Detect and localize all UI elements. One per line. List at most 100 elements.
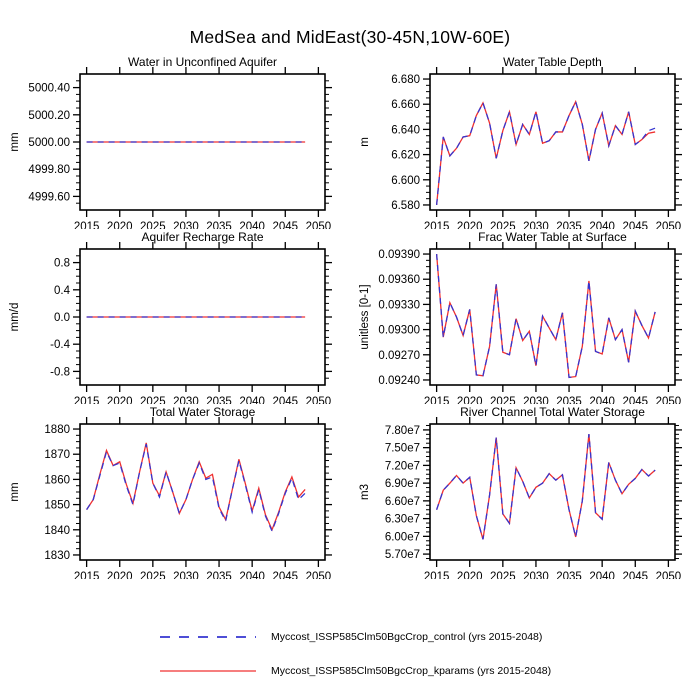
y-tick-label: 0.0	[54, 312, 70, 324]
y-tick-label: 1880	[44, 424, 70, 436]
x-tick-label: 2015	[74, 221, 100, 229]
legend-solid-line-sample	[160, 670, 256, 672]
x-tick-label: 2025	[140, 221, 166, 229]
series-line-kparams	[435, 99, 656, 206]
y-tick-label: -0.8	[50, 366, 70, 378]
plot-frame	[429, 73, 676, 211]
x-tick-label: 2035	[206, 396, 232, 404]
legend-label-kparams: Myccost_ISSP585Clm50BgcCrop_kparams (yrs…	[271, 665, 552, 677]
y-tick-label: 0.8	[54, 258, 70, 270]
x-tick-label: 2035	[206, 571, 232, 579]
y-tick-label: 6.30e7	[385, 514, 420, 526]
x-tick-label: 2035	[556, 396, 582, 404]
y-tick-label: 1870	[44, 449, 70, 461]
x-tick-label: 2020	[457, 396, 483, 404]
x-tick-label: 2015	[74, 396, 100, 404]
y-tick-label: 1840	[44, 525, 70, 537]
y-tick-label: 6.640	[391, 124, 420, 136]
x-tick-label: 2035	[556, 221, 582, 229]
x-tick-label: 2030	[173, 221, 199, 229]
x-tick-label: 2045	[272, 571, 298, 579]
x-tick-label: 2040	[589, 221, 615, 229]
y-tick-label: 6.00e7	[385, 531, 420, 543]
y-tick-label: 0.4	[54, 285, 71, 297]
y-axis-label: mm	[9, 482, 21, 501]
series-line-control	[435, 99, 656, 206]
x-tick-label: 2015	[424, 571, 450, 579]
subplot-title: Frac Water Table at Surface	[478, 230, 627, 244]
y-tick-label: 0.09300	[378, 325, 420, 337]
x-tick-label: 2015	[74, 571, 100, 579]
y-tick-label: 4999.60	[28, 191, 70, 203]
chart-water-table-depth: Water Table Depth m 2015 2020 2025 2030 2035 20…	[359, 55, 682, 229]
chart-water-in-unconfined-aquifer: Water in Unconfined Aquifer mm 2015 2020 202…	[9, 55, 332, 229]
subplot-title: Water in Unconfined Aquifer	[128, 55, 277, 69]
legend: Myccost_ISSP585Clm50BgcCrop_control (yrs…	[158, 631, 700, 677]
y-tick-label: 4999.80	[28, 164, 70, 176]
y-tick-label: 5000.40	[28, 83, 70, 95]
x-tick-label: 2030	[523, 221, 549, 229]
x-tick-label: 2020	[107, 396, 133, 404]
series-line-kparams	[86, 442, 306, 532]
x-tick-label: 2025	[140, 571, 166, 579]
y-tick-label: 6.580	[391, 200, 420, 212]
x-tick-label: 2050	[306, 221, 332, 229]
y-tick-label: 6.600	[391, 175, 420, 187]
x-tick-label: 2025	[490, 571, 516, 579]
x-tick-label: 2025	[490, 396, 516, 404]
subplot-title: River Channel Total Water Storage	[460, 405, 645, 419]
x-tick-label: 2050	[306, 571, 332, 579]
series-line-control	[436, 433, 656, 540]
panel-total-water-storage: Total Water Storage mm 2015 2020 2025 2030 203…	[0, 404, 350, 579]
y-axis-label: m	[359, 137, 371, 147]
y-axis-label: mm/d	[9, 303, 21, 332]
panel-water-in-unconfined-aquifer: Water in Unconfined Aquifer mm 2015 2020 202…	[0, 54, 350, 229]
series-line-control	[435, 253, 656, 379]
chart-aquifer-recharge-rate: Aquifer Recharge Rate mm/d 2015 2020 2025 203…	[9, 230, 332, 404]
series-line-kparams	[436, 433, 656, 540]
y-tick-label: -0.4	[50, 339, 70, 351]
chart-river-channel-total-water-storage: River Channel Total Water Storage m3 2015 2…	[359, 405, 682, 579]
y-tick-label: 6.680	[391, 74, 420, 86]
plot-frame	[79, 423, 326, 561]
x-tick-label: 2040	[239, 396, 265, 404]
plot-frame	[79, 248, 326, 386]
x-tick-label: 2045	[272, 221, 298, 229]
legend-item-kparams: Myccost_ISSP585Clm50BgcCrop_kparams (yrs…	[158, 665, 700, 677]
y-tick-label: 0.09270	[378, 350, 420, 362]
x-tick-label: 2040	[239, 221, 265, 229]
x-tick-label: 2030	[523, 571, 549, 579]
x-tick-label: 2030	[173, 571, 199, 579]
page-title: MedSea and MidEast(30-45N,10W-60E)	[189, 27, 511, 47]
x-tick-label: 2025	[490, 221, 516, 229]
y-tick-label: 5000.20	[28, 110, 70, 122]
y-tick-label: 0.09330	[378, 299, 420, 311]
y-tick-label: 6.90e7	[385, 478, 420, 490]
legend-label-control: Myccost_ISSP585Clm50BgcCrop_control (yrs…	[271, 631, 543, 643]
y-tick-label: 0.09360	[378, 274, 420, 286]
y-tick-label: 5000.00	[28, 137, 70, 149]
y-tick-label: 6.660	[391, 99, 420, 111]
panel-water-table-depth: Water Table Depth m 2015 2020 2025 2030 2035 20…	[350, 54, 700, 229]
y-tick-label: 0.09390	[378, 249, 420, 261]
y-tick-label: 7.20e7	[385, 460, 420, 472]
series-line-kparams	[435, 253, 656, 379]
chart-grid: Water in Unconfined Aquifer mm 2015 2020 202…	[0, 54, 700, 579]
x-tick-label: 2015	[424, 221, 450, 229]
y-tick-label: 7.80e7	[385, 425, 420, 437]
x-tick-label: 2050	[656, 571, 682, 579]
series-line-control	[86, 443, 306, 533]
chart-total-water-storage: Total Water Storage mm 2015 2020 2025 2030 203…	[9, 405, 332, 579]
x-tick-label: 2045	[272, 396, 298, 404]
y-axis-label: mm	[9, 132, 21, 151]
x-tick-label: 2045	[622, 571, 648, 579]
x-tick-label: 2015	[424, 396, 450, 404]
x-tick-label: 2030	[173, 396, 199, 404]
x-tick-label: 2050	[656, 396, 682, 404]
y-tick-label: 6.60e7	[385, 496, 420, 508]
plot-frame	[429, 423, 676, 561]
x-tick-label: 2035	[206, 221, 232, 229]
x-tick-label: 2030	[523, 396, 549, 404]
legend-item-control: Myccost_ISSP585Clm50BgcCrop_control (yrs…	[158, 631, 700, 643]
panel-frac-water-table-at-surface: Frac Water Table at Surface unitless [0-1…	[350, 229, 700, 404]
